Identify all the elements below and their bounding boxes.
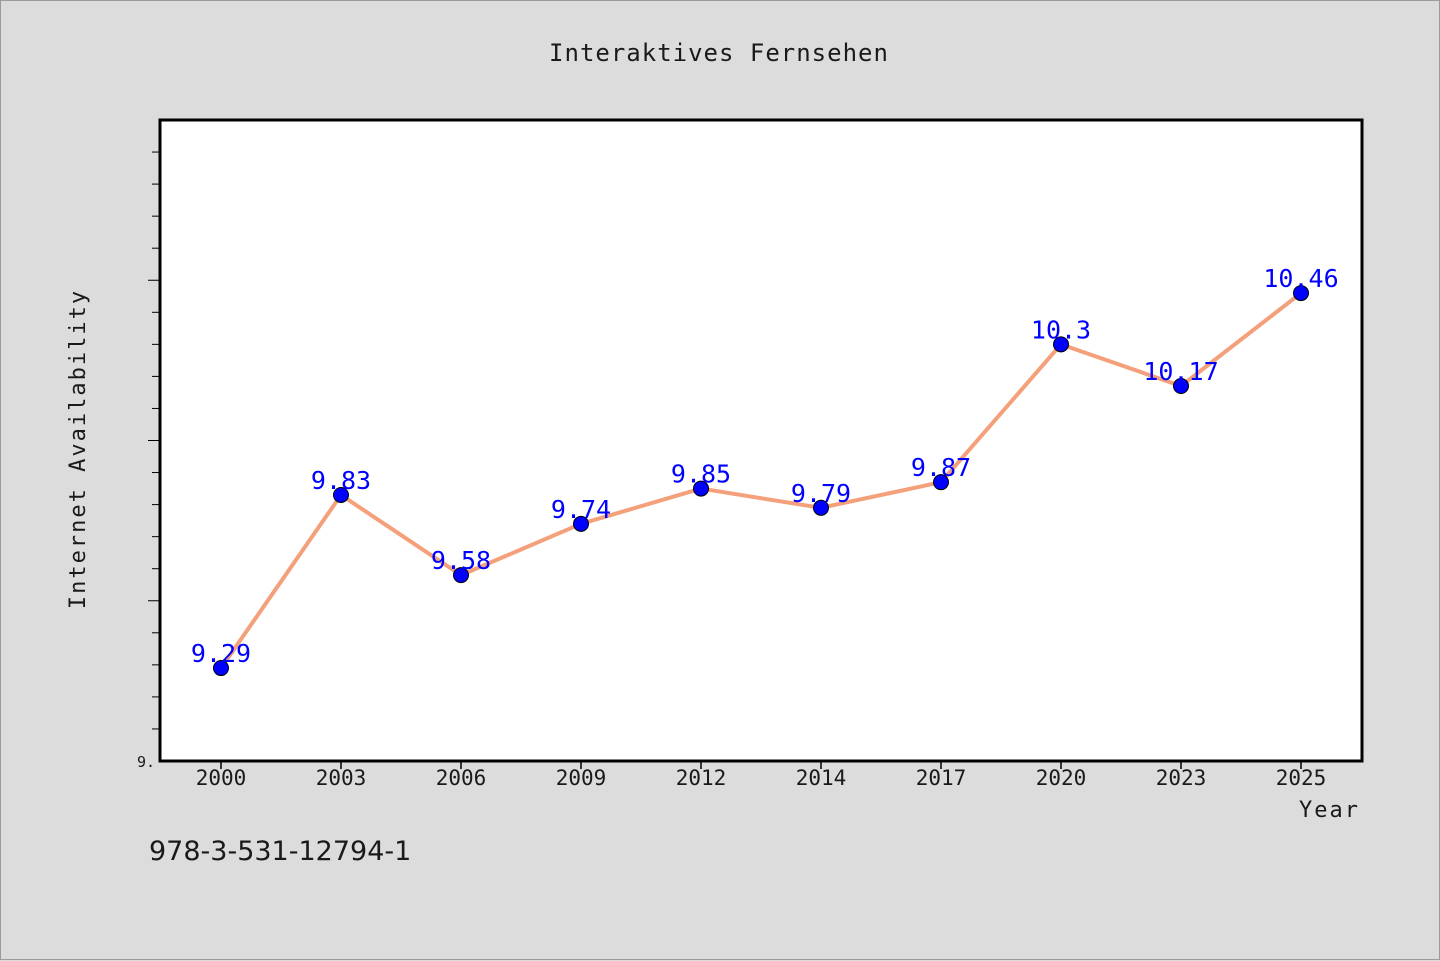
data-points (213, 285, 1309, 677)
x-tick-label: 2003 (316, 766, 367, 790)
x-axis-ticks: 2000 2003 2006 2009 2012 2014 2017 2020 2023 2025 (196, 761, 1327, 790)
data-label: 9.83 (311, 466, 371, 495)
data-point (1053, 336, 1069, 353)
data-label: 10.17 (1143, 357, 1218, 386)
data-point (333, 486, 349, 503)
data-point (453, 567, 469, 584)
data-point (1173, 378, 1189, 395)
data-point (213, 660, 229, 677)
series-line (219, 291, 1303, 670)
data-label: 9.85 (671, 460, 731, 489)
data-point (693, 480, 709, 497)
y-axis-label: Internet Availability (66, 289, 91, 609)
x-tick-label: 2017 (916, 766, 967, 790)
chart-title: Interaktives Fernsehen (549, 39, 889, 67)
data-point (933, 474, 949, 491)
x-tick-label: 2009 (556, 766, 607, 790)
y-tick-label: 9. (137, 753, 155, 771)
x-tick-label: 2014 (796, 766, 847, 790)
data-point (573, 515, 589, 532)
x-tick-label: 2025 (1276, 766, 1327, 790)
x-tick-label: 2012 (676, 766, 727, 790)
data-point (813, 499, 829, 516)
data-label: 9.74 (551, 495, 611, 524)
plot-area (158, 118, 1364, 763)
y-axis-ticks (148, 151, 160, 730)
x-tick-label: 2020 (1036, 766, 1087, 790)
x-axis-label: Year (1299, 798, 1360, 823)
data-label: 9.79 (791, 479, 851, 508)
x-tick-label: 2000 (196, 766, 247, 790)
footer-code: 978-3-531-12794-1 (149, 836, 412, 867)
x-tick-label: 2023 (1156, 766, 1207, 790)
data-label: 9.58 (431, 546, 491, 575)
data-label: 10.3 (1031, 315, 1091, 344)
data-point (1293, 285, 1309, 302)
x-tick-label: 2006 (436, 766, 487, 790)
data-label: 9.29 (191, 639, 251, 668)
data-label: 9.87 (911, 453, 971, 482)
data-label: 10.46 (1263, 264, 1338, 293)
data-labels: 9.29 9.83 9.58 9.74 9.85 9.79 9.87 10.3 10.17 10.… (191, 264, 1339, 668)
